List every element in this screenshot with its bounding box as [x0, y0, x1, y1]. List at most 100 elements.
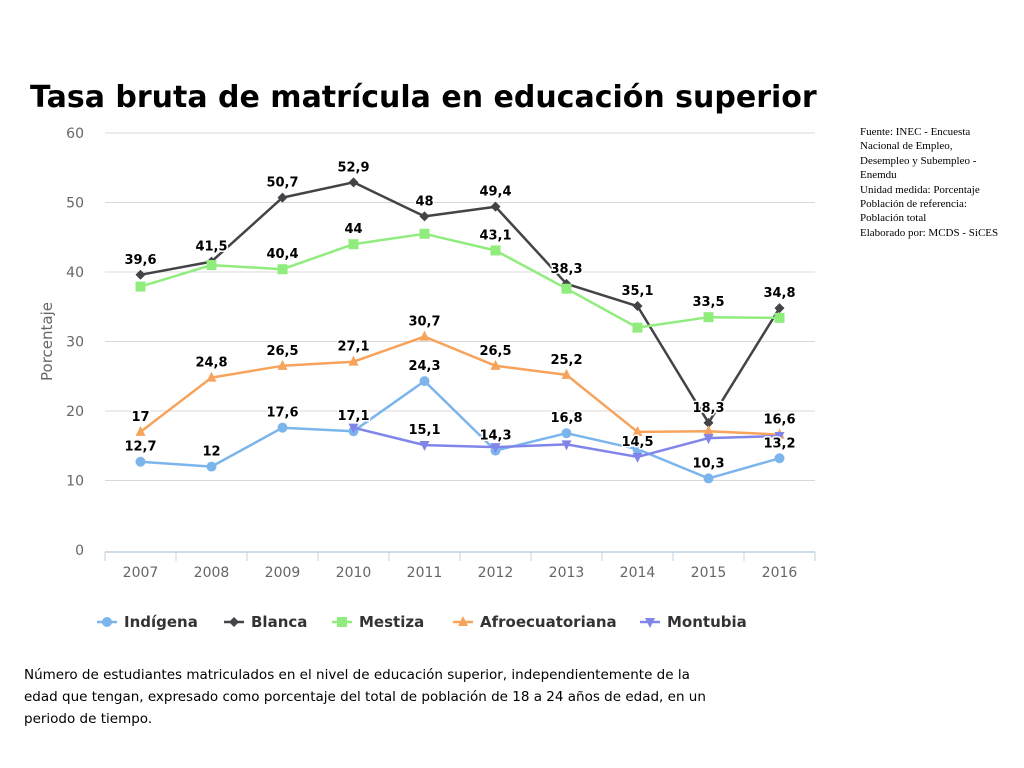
data-point	[277, 422, 288, 433]
data-point	[206, 461, 217, 472]
data-label: 16,8	[550, 411, 582, 426]
legend-item-afroecuatoriana[interactable]: Afroecuatoriana	[453, 613, 617, 631]
data-point	[561, 283, 572, 294]
data-label: 52,9	[337, 160, 369, 175]
legend-item-mestiza[interactable]: Mestiza	[332, 613, 424, 631]
series-afroecuatoriana	[135, 330, 785, 439]
y-tick-label: 50	[66, 196, 84, 212]
data-label: 30,7	[408, 315, 440, 330]
data-point	[206, 260, 217, 271]
data-point	[419, 330, 430, 341]
data-point	[458, 616, 468, 626]
data-point	[348, 239, 359, 250]
data-point	[348, 355, 359, 366]
data-label: 12,7	[124, 440, 156, 455]
data-label: 44	[344, 222, 362, 237]
y-tick-label: 60	[66, 126, 84, 142]
data-point	[277, 264, 288, 275]
legend-item-indígena[interactable]: Indígena	[97, 613, 198, 631]
data-label: 39,6	[124, 253, 156, 268]
data-point	[277, 192, 288, 203]
data-point	[337, 617, 347, 627]
data-label: 43,1	[479, 228, 511, 243]
data-label: 25,2	[550, 353, 582, 368]
source-line: Enemdu	[860, 169, 897, 182]
data-label: 27,1	[337, 340, 369, 355]
data-label: 50,7	[266, 176, 298, 191]
data-point	[632, 452, 643, 463]
data-point	[774, 303, 785, 314]
data-label: 15,1	[408, 423, 440, 438]
data-label: 41,5	[195, 240, 227, 255]
data-point	[703, 473, 714, 484]
y-axis-title: Porcentaje	[38, 302, 56, 381]
source-note: Fuente: INEC - Encuesta Nacional de Empl…	[860, 125, 1020, 240]
x-tick-label: 2012	[478, 565, 514, 581]
source-line: Nacional de Empleo,	[860, 140, 953, 153]
data-point	[703, 312, 714, 323]
data-point	[490, 245, 501, 256]
legend-item-blanca[interactable]: Blanca	[224, 613, 307, 631]
data-point	[703, 417, 714, 428]
data-point	[774, 453, 785, 464]
data-label: 17	[131, 410, 149, 425]
data-point	[135, 425, 146, 436]
source-line: Población total	[860, 212, 927, 225]
data-point	[102, 617, 112, 627]
data-point	[135, 456, 146, 467]
legend-label: Mestiza	[359, 613, 424, 631]
x-tick-label: 2015	[691, 565, 727, 581]
data-point	[229, 617, 239, 627]
x-tick-label: 2016	[762, 565, 798, 581]
legend-label: Indígena	[124, 613, 198, 631]
x-tick-label: 2009	[265, 565, 301, 581]
data-point	[135, 281, 146, 292]
data-label: 33,5	[692, 295, 724, 310]
data-labels: 12,7 12 17,6 17,1 24,3 14,3 16,8 10,3 13,2 39,6 41…	[123, 159, 797, 473]
x-tick-label: 2014	[620, 565, 656, 581]
source-line: Elaborado por: MCDS - SiCES	[860, 226, 999, 239]
page-title: Tasa bruta de matrícula en educación sup…	[30, 80, 817, 115]
data-point	[561, 368, 572, 379]
data-point	[348, 423, 359, 434]
source-line: Población de referencia:	[860, 198, 967, 211]
data-label: 14,3	[479, 429, 511, 444]
source-line: Unidad medida: Porcentaje	[860, 183, 980, 196]
data-label: 26,5	[266, 344, 298, 359]
data-label: 40,4	[266, 247, 298, 262]
data-point	[632, 444, 643, 455]
legend-label: Montubia	[667, 613, 747, 631]
legend-label: Afroecuatoriana	[480, 613, 617, 631]
series-group	[135, 177, 785, 484]
data-point	[561, 428, 572, 439]
source-line: Desempleo y Subempleo -	[860, 154, 977, 167]
data-point	[490, 359, 501, 370]
data-point	[135, 269, 146, 280]
data-point	[774, 312, 785, 323]
source-line: Fuente: INEC - Encuesta	[860, 126, 971, 138]
legend-item-montubia[interactable]: Montubia	[640, 613, 747, 631]
data-point	[419, 441, 430, 452]
data-label: 17,1	[337, 409, 369, 424]
data-label: 13,2	[763, 436, 795, 451]
data-point	[206, 371, 217, 382]
data-label: 49,4	[479, 185, 511, 200]
data-label: 17,6	[266, 406, 298, 421]
y-tick-label: 30	[66, 335, 84, 351]
data-label: 24,8	[195, 356, 227, 371]
chart-description: Número de estudiantes matriculados en el…	[24, 667, 706, 727]
data-label: 10,3	[692, 456, 724, 471]
data-point	[419, 228, 430, 239]
data-point	[703, 434, 714, 445]
legend[interactable]: Indígena Blanca Mestiza Afroecuatoriana Mont…	[97, 613, 747, 631]
data-point	[632, 425, 643, 436]
x-tick-label: 2013	[549, 565, 585, 581]
data-point	[703, 425, 714, 436]
data-point	[490, 443, 501, 454]
y-tick-label: 0	[75, 543, 84, 559]
series-mestiza	[135, 228, 785, 333]
series-line	[139, 335, 780, 436]
data-label: 18,3	[692, 401, 724, 416]
data-label: 14,5	[621, 435, 653, 450]
